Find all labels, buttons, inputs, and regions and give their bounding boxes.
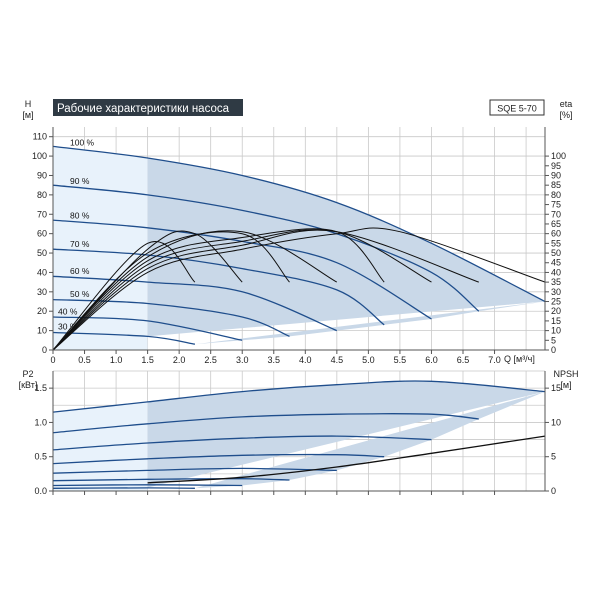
qh-y2tick-label: 65 xyxy=(551,219,561,229)
pw-ylabel-left-symbol: P2 xyxy=(22,369,33,379)
pw-y2tick-label: 10 xyxy=(551,417,561,427)
qh-xtick-label: 3.0 xyxy=(236,355,249,365)
qh-ytick-label: 40 xyxy=(37,267,47,277)
pw-ylabel-right-symbol: NPSH xyxy=(553,369,578,379)
qh-xtick-label: 5.5 xyxy=(394,355,407,365)
qh-y2tick-label: 15 xyxy=(551,316,561,326)
qh-xtick-label: 0.5 xyxy=(78,355,91,365)
qh-y2tick-label: 55 xyxy=(551,238,561,248)
qh-xlabel: Q [м³/ч] xyxy=(504,354,535,364)
qh-ytick-label: 0 xyxy=(42,345,47,355)
qh-ylabel-left-unit: [м] xyxy=(22,110,33,120)
qh-y2tick-label: 45 xyxy=(551,258,561,268)
qh-ylabel-right-unit: [%] xyxy=(559,110,572,120)
qh-y2tick-label: 100 xyxy=(551,151,566,161)
qh-xtick-label: 6.5 xyxy=(457,355,470,365)
qh-ytick-label: 110 xyxy=(33,132,47,142)
qh-y2tick-label: 95 xyxy=(551,161,561,171)
qh-y2tick-label: 0 xyxy=(551,345,556,355)
qh-y2tick-label: 75 xyxy=(551,200,561,210)
qh-y2tick-label: 50 xyxy=(551,248,561,258)
qh-xtick-label: 7.0 xyxy=(488,355,501,365)
qh-y2tick-label: 90 xyxy=(551,170,561,180)
qh-ytick-label: 70 xyxy=(37,209,47,219)
qh-xtick-label: 0 xyxy=(50,355,55,365)
qh-y2tick-label: 30 xyxy=(551,287,561,297)
speed-label-7: 40 % xyxy=(58,306,78,316)
pw-ytick-label: 1.0 xyxy=(34,417,47,427)
qh-ytick-label: 10 xyxy=(37,326,47,336)
speed-label-3: 80 % xyxy=(70,210,90,220)
qh-ytick-label: 80 xyxy=(37,190,47,200)
qh-y2tick-label: 35 xyxy=(551,277,561,287)
qh-ytick-label: 90 xyxy=(37,170,47,180)
pw-ylabel-right-unit: [м] xyxy=(560,380,571,390)
qh-xtick-label: 3.5 xyxy=(268,355,281,365)
pw-y2tick-label: 0 xyxy=(551,486,556,496)
qh-ylabel-left-symbol: H xyxy=(25,99,32,109)
qh-xtick-label: 5.0 xyxy=(362,355,375,365)
qh-xtick-label: 1.5 xyxy=(141,355,154,365)
qh-xtick-label: 1.0 xyxy=(110,355,123,365)
chart-title: Рабочие характеристики насоса xyxy=(57,103,230,115)
qh-xtick-label: 2.5 xyxy=(204,355,217,365)
qh-y2tick-label: 10 xyxy=(551,326,561,336)
qh-y2tick-label: 85 xyxy=(551,180,561,190)
pw-ytick-label: 0.0 xyxy=(34,486,47,496)
qh-ytick-label: 20 xyxy=(37,306,47,316)
qh-ylabel-right-symbol: eta xyxy=(560,99,573,109)
qh-xtick-label: 4.0 xyxy=(299,355,312,365)
qh-y2tick-label: 70 xyxy=(551,209,561,219)
qh-ytick-label: 60 xyxy=(37,229,47,239)
qh-ytick-label: 100 xyxy=(32,151,47,161)
qh-xtick-label: 6.0 xyxy=(425,355,438,365)
qh-y2tick-label: 20 xyxy=(551,306,561,316)
qh-y2tick-label: 40 xyxy=(551,267,561,277)
qh-y2tick-label: 80 xyxy=(551,190,561,200)
qh-ytick-label: 30 xyxy=(37,287,47,297)
qh-ytick-label: 50 xyxy=(37,248,47,258)
pw-ylabel-left-unit: [кВт] xyxy=(19,380,38,390)
qh-plot: 100 %90 %80 %70 %60 %50 %40 %30 %0102030… xyxy=(32,127,566,365)
qh-y2tick-label: 60 xyxy=(551,229,561,239)
speed-label-4: 70 % xyxy=(70,239,90,249)
power-curve-7 xyxy=(53,485,242,486)
model-label: SQE 5-70 xyxy=(497,104,537,114)
qh-y2tick-label: 25 xyxy=(551,297,561,307)
qh-y2tick-label: 5 xyxy=(551,335,556,345)
pw-ytick-label: 0.5 xyxy=(34,452,47,462)
qh-xtick-label: 2.0 xyxy=(173,355,186,365)
qh-xtick-label: 4.5 xyxy=(331,355,344,365)
speed-label-6: 50 % xyxy=(70,289,90,299)
speed-label-2: 90 % xyxy=(70,176,90,186)
speed-label-5: 60 % xyxy=(70,266,90,276)
speed-label-1: 100 % xyxy=(70,137,95,147)
pw-y2tick-label: 5 xyxy=(551,452,556,462)
